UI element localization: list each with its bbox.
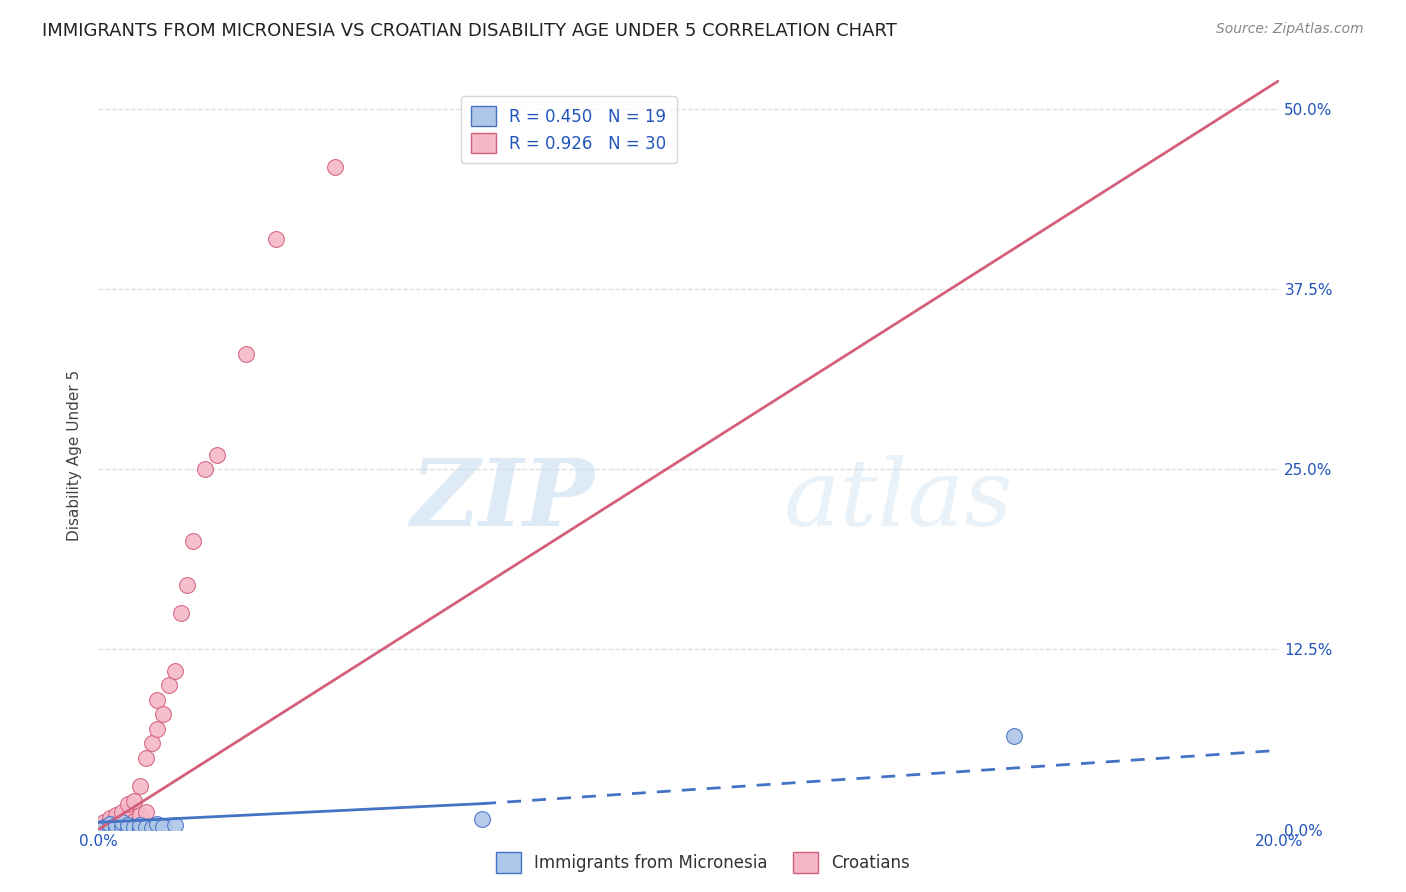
Point [111, 820, 134, 834]
Legend: Immigrants from Micronesia, Croatians: Immigrants from Micronesia, Croatians [489, 846, 917, 880]
Point [135, 820, 157, 834]
Point [98, 818, 121, 832]
Point [117, 821, 139, 835]
Point [181, 534, 204, 549]
Point [128, 821, 150, 835]
Point [146, 722, 169, 736]
Point [135, 805, 157, 820]
Text: IMMIGRANTS FROM MICRONESIA VS CROATIAN DISABILITY AGE UNDER 5 CORRELATION CHART: IMMIGRANTS FROM MICRONESIA VS CROATIAN D… [42, 22, 897, 40]
Text: Source: ZipAtlas.com: Source: ZipAtlas.com [1216, 22, 1364, 37]
Point [117, 811, 139, 825]
Legend: R = 0.450   N = 19, R = 0.926   N = 30: R = 0.450 N = 19, R = 0.926 N = 30 [461, 96, 676, 163]
Point [98, 821, 121, 835]
Point [165, 818, 187, 832]
Point [141, 736, 163, 750]
Point [152, 820, 174, 834]
Point [105, 818, 128, 832]
Point [111, 805, 134, 820]
Point [235, 347, 257, 361]
Point [194, 462, 217, 476]
Point [105, 821, 128, 835]
Point [128, 818, 150, 832]
Point [122, 814, 145, 828]
Point [471, 813, 494, 827]
Point [111, 817, 134, 831]
Point [146, 693, 169, 707]
Point [141, 821, 163, 835]
Point [122, 794, 145, 808]
Point [122, 820, 145, 834]
Point [111, 815, 134, 830]
Point [146, 817, 169, 831]
Text: ZIP: ZIP [411, 455, 595, 545]
Point [98, 817, 121, 831]
Point [93, 815, 115, 830]
Point [117, 818, 139, 832]
Point [323, 160, 346, 174]
Point [264, 232, 287, 246]
Point [128, 808, 150, 822]
Point [117, 797, 139, 811]
Text: atlas: atlas [783, 455, 1012, 545]
Point [128, 780, 150, 794]
Point [170, 607, 193, 621]
Point [152, 707, 174, 722]
Y-axis label: Disability Age Under 5: Disability Age Under 5 [67, 369, 83, 541]
Point [157, 678, 180, 692]
Point [93, 820, 115, 834]
Point [93, 820, 115, 834]
Point [135, 750, 157, 764]
Point [176, 577, 198, 591]
Point [205, 448, 228, 462]
Point [165, 664, 187, 678]
Point [105, 808, 128, 822]
Point [98, 811, 121, 825]
Point [105, 815, 128, 830]
Point [1002, 729, 1025, 743]
